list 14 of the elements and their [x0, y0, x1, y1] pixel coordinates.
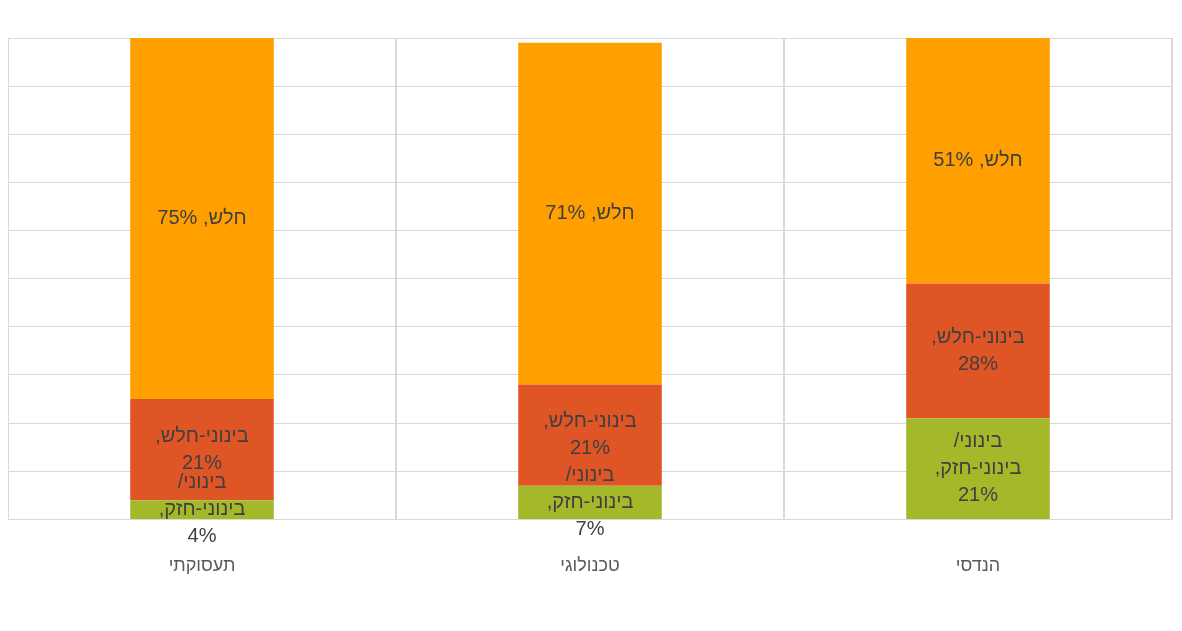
data-label: חלש, 71%	[545, 201, 635, 224]
bar	[130, 38, 274, 400]
bar	[906, 38, 1050, 284]
bar	[518, 42, 662, 385]
x-tick-label: טכנולוגי	[560, 555, 620, 576]
bar	[518, 384, 662, 486]
x-tick-label: הנדסי	[955, 555, 1001, 576]
bar	[130, 399, 274, 501]
bar	[518, 485, 662, 519]
bar	[906, 283, 1050, 419]
x-tick-label: תעסוקתי	[168, 555, 236, 576]
bar	[906, 418, 1050, 519]
data-label: חלש, 75%	[157, 206, 247, 229]
data-label: חלש, 51%	[933, 148, 1023, 171]
